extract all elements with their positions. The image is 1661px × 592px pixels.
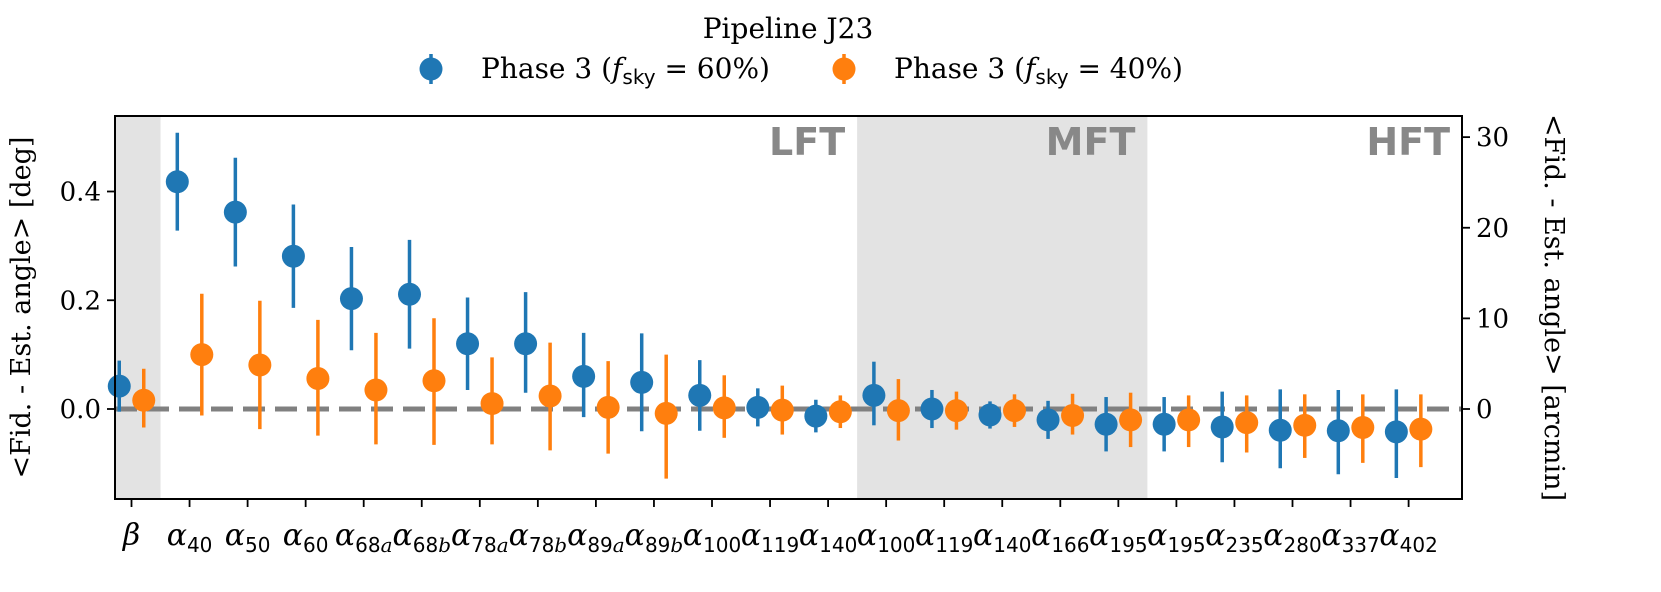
data-point [596, 395, 620, 419]
data-point [281, 244, 305, 268]
data-point [1384, 420, 1408, 444]
data-point [944, 399, 968, 423]
x-tick-label: α195 [1147, 518, 1205, 557]
data-point [1094, 412, 1118, 436]
x-tick-label: α50 [225, 518, 271, 557]
data-point [248, 353, 272, 377]
y-left-tick-label: 0.2 [60, 286, 101, 316]
data-point [1119, 408, 1143, 432]
data-point [630, 370, 654, 394]
data-point [712, 396, 736, 420]
band-label-hft: HFT [1366, 120, 1450, 164]
data-point [572, 364, 596, 388]
data-point [1210, 415, 1234, 439]
x-tick-label: α40 [167, 518, 213, 557]
data-point [804, 404, 828, 428]
x-tick-label: α78b [509, 518, 568, 557]
y-right-tick-label: 20 [1476, 214, 1509, 244]
x-tick-label: α68b [392, 518, 451, 557]
data-point [920, 397, 944, 421]
x-tick-label: α337 [1321, 518, 1379, 557]
axes-layer: β α40 α50 α60 α68a α68b α78a α78b α89a α89b α100 α1… [6, 114, 1569, 557]
data-point [1003, 399, 1026, 423]
plot-frame [114, 115, 1463, 500]
data-point [1351, 415, 1375, 439]
data-point [1235, 411, 1259, 435]
x-tick-label: α78a [451, 518, 509, 557]
x-tick-label: α89b [625, 518, 684, 557]
legend: Pipeline J23 Phase 3 (fsky = 60%) Phase 3… [419, 12, 1183, 89]
x-tick-label: α140 [973, 518, 1031, 557]
y-right-tick-label: 30 [1476, 123, 1509, 153]
y-left-tick-label: 0.0 [60, 395, 101, 425]
data-point [1326, 419, 1350, 443]
x-tick-label: α402 [1379, 518, 1437, 557]
data-point [688, 383, 712, 407]
y-right-tick-label: 10 [1476, 304, 1509, 334]
x-tick-label: α195 [1089, 518, 1147, 557]
y-left-axis-label: <Fid. - Est. angle> [deg] [6, 137, 37, 479]
data-point [480, 392, 504, 416]
data-point [132, 388, 156, 412]
data-point [978, 403, 1002, 427]
x-tick-label: α166 [1031, 518, 1089, 557]
x-tick-label: α89a [567, 518, 625, 557]
x-tick-label: α119 [915, 518, 973, 557]
band-region [857, 116, 1148, 499]
data-point [862, 383, 886, 407]
data-point [746, 395, 770, 419]
data-point [398, 282, 421, 306]
data-point [306, 367, 330, 391]
data-point [165, 170, 189, 194]
data-point [514, 332, 538, 356]
x-tick-label: α235 [1205, 518, 1263, 557]
legend-label: Phase 3 (fsky = 60%) [481, 52, 770, 89]
x-tick-label: α140 [799, 518, 857, 557]
x-tick-label: α68a [335, 518, 393, 557]
data-point [1293, 413, 1317, 437]
series-1 [132, 293, 1433, 479]
chart-title: Pipeline J23 [703, 12, 874, 45]
series-layer [107, 132, 1433, 479]
data-point [190, 343, 214, 367]
x-tick-label: α100 [683, 518, 741, 557]
x-tick-label: α280 [1263, 518, 1321, 557]
data-point [654, 401, 678, 425]
x-tick-label: β [122, 518, 140, 553]
band-layer: LFT MFT HFT [115, 116, 1450, 499]
data-point [828, 400, 852, 424]
legend-marker [832, 57, 856, 81]
band-region [115, 116, 161, 499]
data-point [1061, 404, 1085, 428]
y-right-axis-label: <Fid. - Est. angle> [arcmin] [1538, 114, 1569, 501]
data-point [107, 374, 131, 398]
x-tick-label: α100 [857, 518, 915, 557]
data-point [364, 378, 388, 402]
data-point [1177, 408, 1201, 432]
legend-marker [419, 57, 443, 81]
data-point [1409, 417, 1433, 441]
data-point [1268, 418, 1292, 442]
data-point [770, 398, 794, 422]
series-0 [107, 132, 1408, 479]
data-point [223, 200, 247, 224]
y-right-tick-label: 0 [1476, 395, 1493, 425]
x-tick-label: α60 [283, 518, 329, 557]
y-left-tick-label: 0.4 [60, 178, 101, 208]
data-point [1036, 408, 1060, 432]
x-tick-label: α119 [741, 518, 799, 557]
data-point [422, 369, 446, 393]
data-point [456, 332, 480, 356]
data-point [538, 384, 562, 408]
data-point [886, 399, 910, 423]
data-point [339, 287, 363, 311]
band-label-mft: MFT [1046, 120, 1136, 164]
band-label-lft: LFT [769, 120, 845, 164]
data-point [1152, 412, 1176, 436]
legend-label: Phase 3 (fsky = 40%) [894, 52, 1183, 89]
